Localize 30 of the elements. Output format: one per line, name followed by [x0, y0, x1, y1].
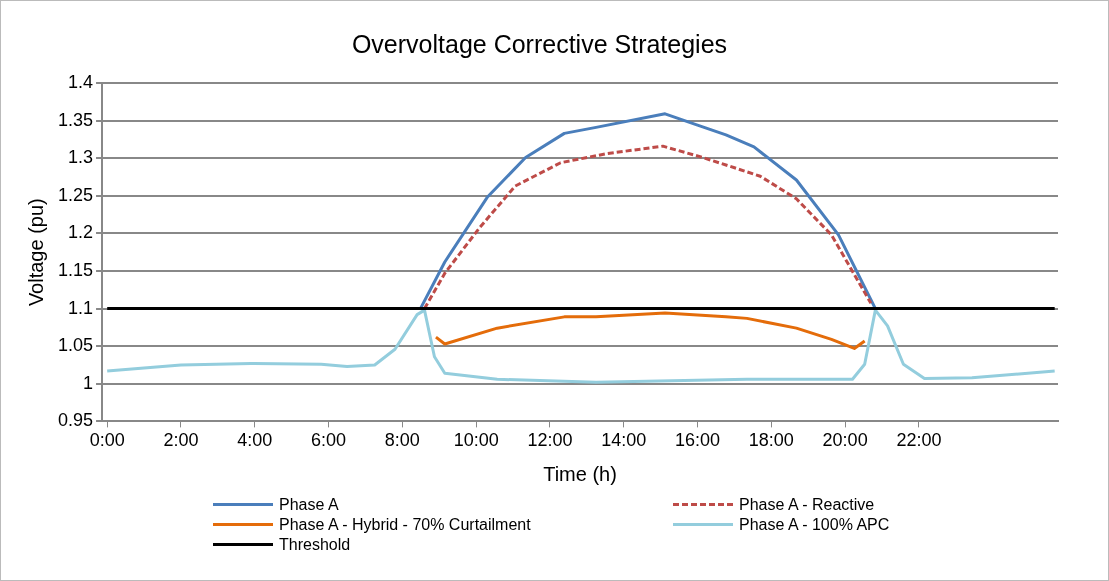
y-tick-label: 0.95 [57, 410, 94, 431]
x-tick-label: 20:00 [822, 430, 868, 451]
y-axis-title: Voltage (pu) [24, 198, 47, 307]
x-axis-title: Time (h) [543, 462, 617, 485]
chart-title: Overvoltage Corrective Strategies [351, 29, 728, 58]
x-tick-label: 8:00 [384, 430, 420, 451]
x-tick-label: 0:00 [89, 430, 125, 451]
x-tick-label: 4:00 [237, 430, 273, 451]
x-tick-label: 22:00 [896, 430, 942, 451]
legend-label: Phase A - Hybrid - 70% Curtailment [279, 515, 531, 534]
legend-label: Phase A - Reactive [739, 495, 875, 514]
x-tick-label: 16:00 [675, 430, 721, 451]
x-tick-label: 12:00 [527, 430, 573, 451]
x-tick-label: 18:00 [748, 430, 794, 451]
y-tick-label: 1 [83, 372, 94, 393]
y-tick-label: 1.35 [57, 109, 94, 130]
legend-label: Threshold [279, 535, 351, 554]
y-tick-label: 1.1 [68, 297, 94, 318]
y-tick-label: 1.2 [68, 222, 94, 243]
legend-label: Phase A - 100% APC [739, 515, 890, 534]
x-tick-label: 10:00 [453, 430, 499, 451]
y-tick-label: 1.4 [68, 71, 94, 92]
y-tick-label: 1.25 [57, 184, 94, 205]
x-tick-label: 6:00 [311, 430, 347, 451]
y-tick-label: 1.05 [57, 335, 94, 356]
y-tick-label: 1.3 [68, 147, 94, 168]
x-tick-label: 14:00 [601, 430, 647, 451]
legend-label: Phase A [279, 495, 339, 514]
x-tick-label: 2:00 [163, 430, 199, 451]
y-tick-label: 1.15 [57, 259, 94, 280]
